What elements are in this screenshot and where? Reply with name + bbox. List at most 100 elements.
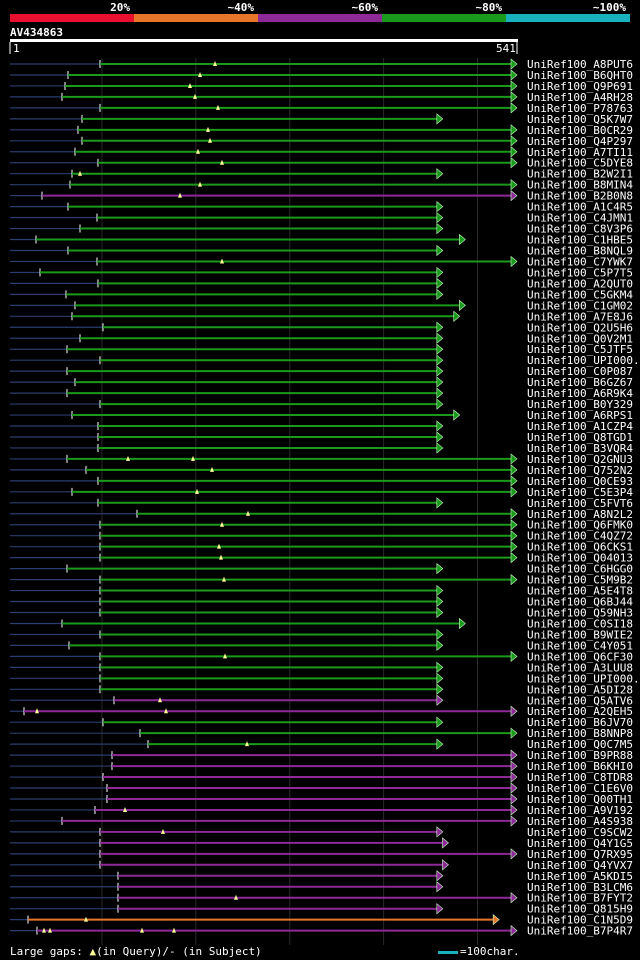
hit-row[interactable]: UniRef100_C4QZ72 [10,530,633,543]
hit-label[interactable]: UniRef100_Q59NH3 [527,607,633,620]
hit-label[interactable]: UniRef100_Q6CF30 [527,650,633,663]
hit-label[interactable]: UniRef100_C1E6V0 [527,782,633,795]
hit-label[interactable]: UniRef100_C6HGG0 [527,563,633,576]
hit-row[interactable]: UniRef100_A4S938 [10,815,633,828]
hit-label[interactable]: UniRef100_B7P4R7 [527,925,633,938]
hit-label[interactable]: UniRef100_Q7RX95 [527,848,633,861]
hit-label[interactable]: UniRef100_UPI000.. [527,672,640,685]
hit-label[interactable]: UniRef100_B3LCM6 [527,881,633,894]
hit-row[interactable]: UniRef100_A7TI11 [10,146,633,159]
hit-row[interactable]: UniRef100_C1GM02 [10,299,633,312]
hit-row[interactable]: UniRef100_B0CR29 [10,124,633,137]
hit-row[interactable]: UniRef100_Q6FMK0 [10,519,633,532]
hit-label[interactable]: UniRef100_Q0V2M1 [527,332,633,345]
hit-row[interactable]: UniRef100_Q4P297 [10,135,633,148]
hit-row[interactable]: UniRef100_C5GKM4 [10,288,633,301]
hit-row[interactable]: UniRef100_A1C4R5 [10,201,633,214]
hit-label[interactable]: UniRef100_Q4P297 [527,135,633,148]
hit-label[interactable]: UniRef100_Q2GNU3 [527,453,633,466]
hit-row[interactable]: UniRef100_Q2GNU3 [10,453,633,466]
hit-row[interactable]: UniRef100_Q4YVX7 [10,859,633,872]
hit-label[interactable]: UniRef100_C5M9B2 [527,574,633,587]
hit-label[interactable]: UniRef100_B0Y329 [527,398,633,411]
hit-row[interactable]: UniRef100_C0SI18 [10,617,633,630]
hit-row[interactable]: UniRef100_Q59NH3 [10,607,633,620]
hit-label[interactable]: UniRef100_Q0C7M5 [527,738,633,751]
hit-row[interactable]: UniRef100_Q6CF30 [10,650,633,663]
hit-label[interactable]: UniRef100_B2B0N8 [527,190,633,203]
hit-row[interactable]: UniRef100_B9PR88 [10,749,633,762]
hit-label[interactable]: UniRef100_B9WIE2 [527,628,633,641]
hit-label[interactable]: UniRef100_Q6CKS1 [527,541,633,554]
hit-row[interactable]: UniRef100_C5P7T5 [10,266,633,279]
hit-row[interactable]: UniRef100_B8MIN4 [10,179,633,192]
hit-row[interactable]: UniRef100_B7FYT2 [10,892,633,905]
hit-label[interactable]: UniRef100_C9SCW2 [527,826,633,839]
hit-row[interactable]: UniRef100_C9SCW2 [10,826,633,839]
hit-row[interactable]: UniRef100_C8TDR8 [10,771,633,784]
hit-row[interactable]: UniRef100_Q4Y1G5 [10,837,633,850]
hit-label[interactable]: UniRef100_A6RPS1 [527,409,633,422]
hit-row[interactable]: UniRef100_Q0C7M5 [10,738,633,751]
hit-label[interactable]: UniRef100_A8N2L2 [527,508,633,521]
hit-row[interactable]: UniRef100_A7E8J6 [10,310,633,323]
hit-label[interactable]: UniRef100_Q6BJ44 [527,596,633,609]
hit-row[interactable]: UniRef100_C5E3P4 [10,486,633,499]
hit-label[interactable]: UniRef100_B0CR29 [527,124,633,137]
hit-label[interactable]: UniRef100_A1C4R5 [527,201,633,214]
hit-label[interactable]: UniRef100_C5JTF5 [527,343,633,356]
hit-row[interactable]: UniRef100_UPI000.. [10,354,640,367]
hit-row[interactable]: UniRef100_Q8TGD1 [10,431,633,444]
hit-row[interactable]: UniRef100_A3LUU8 [10,661,633,674]
hit-label[interactable]: UniRef100_Q6FMK0 [527,519,633,532]
hit-label[interactable]: UniRef100_C0SI18 [527,617,633,630]
hit-label[interactable]: UniRef100_A2QEH5 [527,705,633,718]
hit-row[interactable]: UniRef100_A6R9K4 [10,387,633,400]
hit-row[interactable]: UniRef100_Q815H9 [10,903,633,916]
hit-row[interactable]: UniRef100_B7P4R7 [10,925,633,938]
hit-row[interactable]: UniRef100_P78763 [10,102,633,115]
hit-row[interactable]: UniRef100_B6GZ67 [10,376,633,389]
hit-label[interactable]: UniRef100_Q2U5H6 [527,321,633,334]
hit-label[interactable]: UniRef100_A8PUT6 [527,58,633,71]
hit-row[interactable]: UniRef100_Q00TH1 [10,793,633,806]
hit-row[interactable]: UniRef100_C7YWK7 [10,255,633,268]
hit-row[interactable]: UniRef100_A1CZP4 [10,420,633,433]
hit-row[interactable]: UniRef100_B3VQR4 [10,442,633,455]
hit-row[interactable]: UniRef100_C4JMN1 [10,212,633,225]
hit-row[interactable]: UniRef100_B2B0N8 [10,190,633,203]
hit-label[interactable]: UniRef100_C1GM02 [527,299,633,312]
hit-label[interactable]: UniRef100_C5E3P4 [527,486,633,499]
hit-label[interactable]: UniRef100_Q5K7W7 [527,113,633,126]
hit-row[interactable]: UniRef100_Q0CE93 [10,475,633,488]
hit-label[interactable]: UniRef100_C1N5D9 [527,914,633,927]
hit-row[interactable]: UniRef100_A4RH28 [10,91,633,104]
hit-row[interactable]: UniRef100_A8N2L2 [10,508,633,521]
hit-row[interactable]: UniRef100_Q04013 [10,552,633,565]
hit-label[interactable]: UniRef100_B2W2I1 [527,168,633,181]
hit-label[interactable]: UniRef100_B8NQL9 [527,244,633,257]
hit-row[interactable]: UniRef100_C0P087 [10,365,633,378]
hit-label[interactable]: UniRef100_Q9P691 [527,80,633,93]
hit-row[interactable]: UniRef100_Q9P691 [10,80,633,93]
hit-label[interactable]: UniRef100_B8MIN4 [527,179,633,192]
hit-row[interactable]: UniRef100_C6HGG0 [10,563,633,576]
hit-label[interactable]: UniRef100_Q00TH1 [527,793,633,806]
hit-row[interactable]: UniRef100_A2QUT0 [10,277,633,290]
hit-row[interactable]: UniRef100_UPI000.. [10,672,640,685]
hit-row[interactable]: UniRef100_B2W2I1 [10,168,633,181]
hit-label[interactable]: UniRef100_C7YWK7 [527,255,633,268]
hit-row[interactable]: UniRef100_C5DYE8 [10,157,633,170]
hit-label[interactable]: UniRef100_A3LUU8 [527,661,633,674]
hit-label[interactable]: UniRef100_Q4YVX7 [527,859,633,872]
hit-row[interactable]: UniRef100_A5KDI5 [10,870,633,883]
hit-row[interactable]: UniRef100_B6KHI0 [10,760,633,773]
hit-label[interactable]: UniRef100_Q5ATV6 [527,694,633,707]
hit-label[interactable]: UniRef100_B7FYT2 [527,892,633,905]
hit-row[interactable]: UniRef100_A2QEH5 [10,705,633,718]
hit-label[interactable]: UniRef100_Q8TGD1 [527,431,633,444]
hit-label[interactable]: UniRef100_B3VQR4 [527,442,633,455]
hit-row[interactable]: UniRef100_C1E6V0 [10,782,633,795]
hit-row[interactable]: UniRef100_C5M9B2 [10,574,633,587]
hit-label[interactable]: UniRef100_C8TDR8 [527,771,633,784]
